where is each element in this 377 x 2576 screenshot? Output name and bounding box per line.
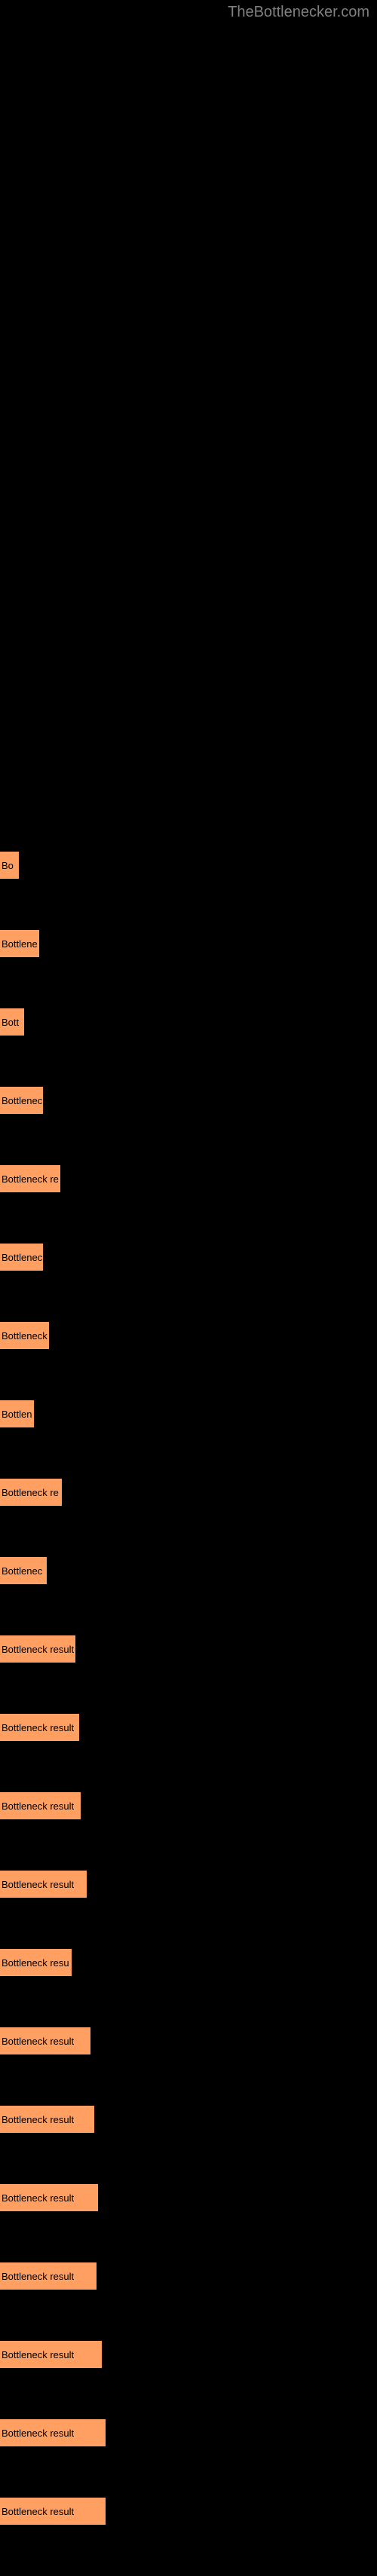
bar-item: Bottleneck result (0, 1792, 106, 1819)
bar-item: Bottlenec (0, 1557, 106, 1584)
chart-bar: Bottleneck result (0, 1714, 79, 1741)
bar-item: Bottleneck result (0, 2027, 106, 2054)
bar-item: Bottleneck resu (0, 1949, 106, 1976)
bar-item: Bottleneck result (0, 2498, 106, 2525)
bar-item: Bo (0, 852, 106, 879)
chart-bar: Bottlenec (0, 1244, 43, 1271)
chart-bar: Bottleneck result (0, 2184, 98, 2211)
chart-container: Bo Bottlene Bott Bottlenec Bottleneck re Bott… (0, 852, 106, 2576)
bar-item: Bottleneck result (0, 2262, 106, 2290)
chart-bar: Bottleneck result (0, 1871, 87, 1898)
chart-bar: Bo (0, 852, 19, 879)
bar-item: Bottlene (0, 930, 106, 957)
bar-item: Bottleneck result (0, 1871, 106, 1898)
chart-bar: Bottlen (0, 1400, 34, 1427)
bar-item: Bottleneck result (0, 1635, 106, 1663)
chart-bar: Bottleneck (0, 1322, 49, 1349)
chart-bar: Bottleneck re (0, 1165, 60, 1192)
chart-bar: Bottleneck result (0, 2262, 97, 2290)
watermark-text: TheBottlenecker.com (228, 4, 369, 21)
bar-item: Bottleneck re (0, 1479, 106, 1506)
bar-item: Bottleneck result (0, 2341, 106, 2368)
chart-bar: Bottleneck result (0, 2341, 102, 2368)
bar-item: Bottlenec (0, 1087, 106, 1114)
chart-bar: Bottleneck result (0, 1635, 75, 1663)
bar-item: Bott (0, 1008, 106, 1036)
chart-bar: Bottleneck result (0, 1792, 81, 1819)
chart-bar: Bott (0, 1008, 24, 1036)
bar-item: Bottleneck (0, 1322, 106, 1349)
bar-item: Bottleneck result (0, 2184, 106, 2211)
chart-bar: Bottleneck resu (0, 1949, 72, 1976)
chart-bar: Bottleneck result (0, 2027, 90, 2054)
chart-bar: Bottlenec (0, 1557, 47, 1584)
chart-bar: Bottlenec (0, 1087, 43, 1114)
chart-bar: Bottleneck result (0, 2419, 106, 2446)
bar-item: Bottlenec (0, 1244, 106, 1271)
bar-item: Bottleneck result (0, 2419, 106, 2446)
bar-item: Bottlen (0, 1400, 106, 1427)
chart-bar: Bottlene (0, 930, 39, 957)
chart-bar: Bottleneck result (0, 2106, 94, 2133)
chart-bar: Bottleneck result (0, 2498, 106, 2525)
bar-item: Bottleneck re (0, 1165, 106, 1192)
bar-item: Bottleneck result (0, 2106, 106, 2133)
bar-item: Bottleneck result (0, 1714, 106, 1741)
chart-bar: Bottleneck re (0, 1479, 62, 1506)
